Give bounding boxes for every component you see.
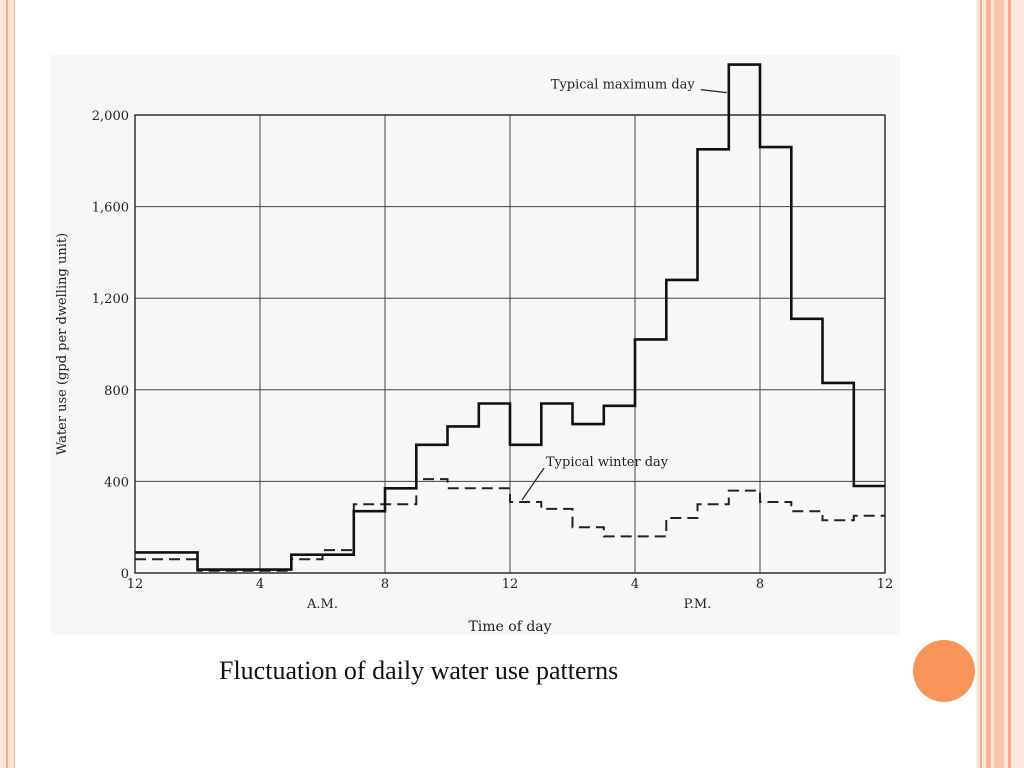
y-tick-label: 0 [121, 567, 129, 582]
slide-caption: Fluctuation of daily water use patterns [219, 656, 619, 685]
annotation-max-label: Typical maximum day [551, 78, 696, 93]
y-tick-label: 2,000 [92, 109, 129, 124]
y-tick-label: 1,200 [92, 292, 129, 307]
y-tick-label: 400 [104, 475, 129, 490]
annotation-winter-leader [521, 467, 545, 501]
x-tick-label: 8 [381, 577, 389, 592]
slide-right-border [976, 0, 1024, 768]
annotation-winter-label: Typical winter day [546, 455, 669, 470]
x-tick-label: 4 [631, 577, 639, 592]
x-tick-label: 12 [877, 577, 894, 592]
y-tick-label: 800 [104, 384, 129, 399]
x-tick-label: 8 [756, 577, 764, 592]
pm-label: P.M. [684, 597, 712, 612]
annotation-max-leader [700, 89, 727, 94]
x-axis-title: Time of day [468, 619, 551, 635]
x-tick-label: 4 [256, 577, 264, 592]
accent-circle [913, 640, 975, 702]
slide-left-border [0, 0, 15, 768]
plot-frame [134, 114, 886, 574]
y-axis-title: Water use (gpd per dwelling unit) [55, 233, 70, 455]
am-label: A.M. [306, 597, 338, 612]
chart-figure: 0 400 800 1,200 1,600 2,000 12 4 8 12 4 8 12 A.M. P.M.… [50, 55, 900, 635]
series-maximum-day [135, 63, 885, 571]
x-tick-label: 12 [127, 577, 144, 592]
y-tick-label: 1,600 [92, 201, 129, 216]
water-use-chart: 0 400 800 1,200 1,600 2,000 12 4 8 12 4 8 12 A.M. P.M.… [55, 63, 894, 635]
x-tick-label: 12 [502, 577, 519, 592]
